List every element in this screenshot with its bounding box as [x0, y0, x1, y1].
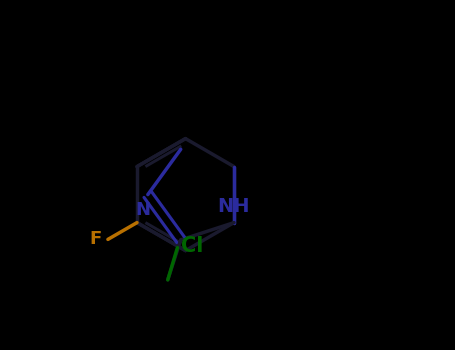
Text: F: F	[89, 230, 101, 248]
Text: N: N	[135, 201, 150, 219]
Text: Cl: Cl	[181, 236, 203, 256]
Text: NH: NH	[218, 197, 250, 216]
